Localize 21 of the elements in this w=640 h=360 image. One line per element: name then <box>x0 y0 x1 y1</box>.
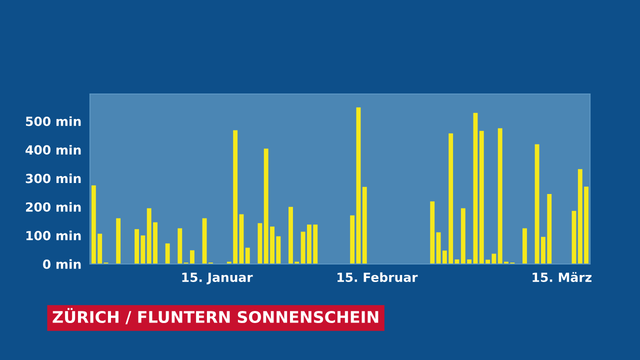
bar <box>258 223 262 264</box>
y-tick-label: 500 min <box>26 116 81 126</box>
x-tick-label: 15. März <box>532 272 592 282</box>
y-tick-label: 100 min <box>26 230 81 240</box>
bar <box>362 186 367 264</box>
bar <box>522 228 527 264</box>
bar <box>356 107 361 264</box>
y-tick-label: 0 min <box>43 259 81 269</box>
bar <box>350 215 355 264</box>
y-tick-label: 300 min <box>26 174 81 184</box>
bar <box>430 201 435 264</box>
bar <box>178 228 182 264</box>
text: ZÜRICH / FLUNTERN SONNENSCHEIN <box>52 308 378 324</box>
x-tick-label: 15. Januar <box>182 272 253 284</box>
bar <box>473 112 478 264</box>
bar <box>245 248 250 264</box>
y-tick-label: 400 min <box>26 144 81 155</box>
bar <box>165 243 170 264</box>
x-tick-label: 15. Februar <box>338 272 418 282</box>
bar <box>116 218 121 264</box>
y-tick-label: 200 min <box>26 202 81 212</box>
